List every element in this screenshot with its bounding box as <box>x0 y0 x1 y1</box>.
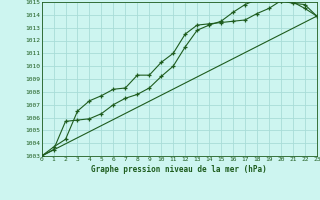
X-axis label: Graphe pression niveau de la mer (hPa): Graphe pression niveau de la mer (hPa) <box>91 165 267 174</box>
